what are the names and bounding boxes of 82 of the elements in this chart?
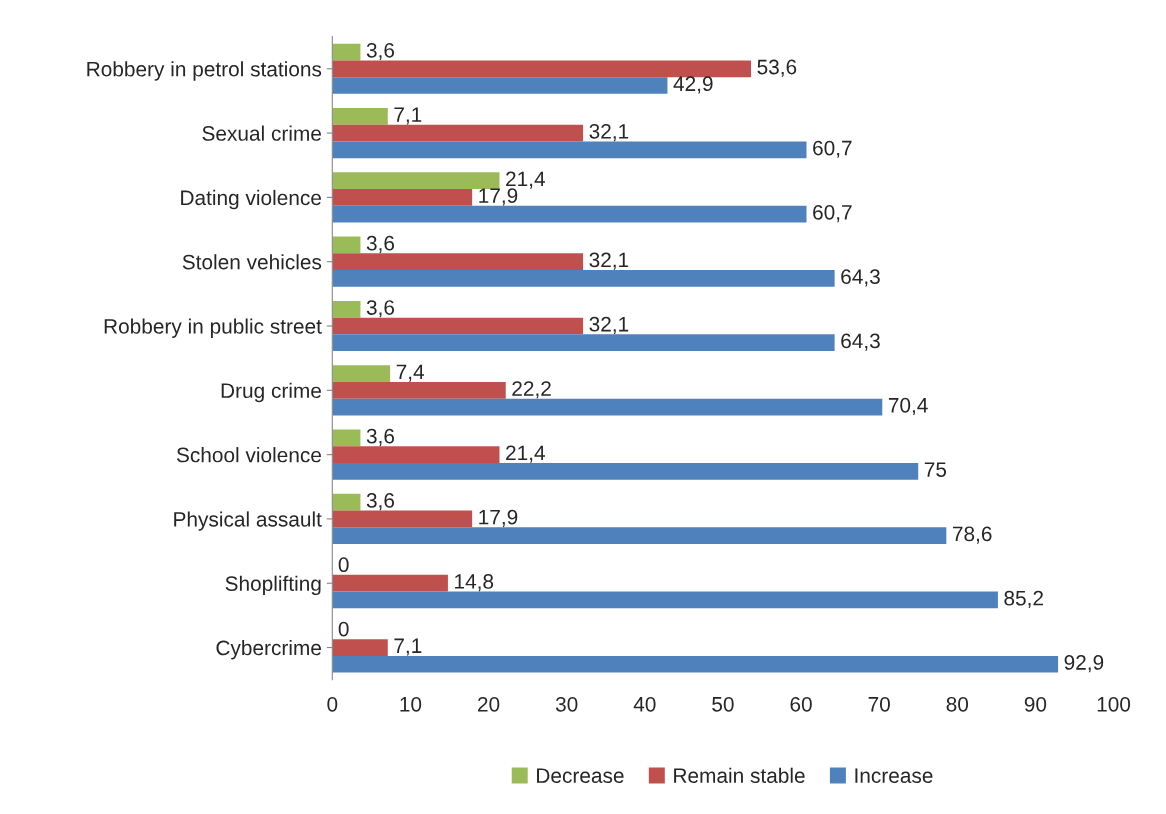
bar <box>332 462 919 480</box>
y-tick-label: Stolen vehicles <box>182 254 322 270</box>
data-label: 7,1 <box>394 107 422 125</box>
x-tick-label: 50 <box>712 696 734 712</box>
data-label: 22,2 <box>512 381 551 399</box>
bar <box>332 591 998 609</box>
data-label: 42,9 <box>673 76 713 94</box>
data-label: 3,6 <box>366 42 395 61</box>
bar <box>332 205 807 223</box>
x-tick-label: 20 <box>478 696 500 712</box>
data-label: 21,4 <box>506 445 545 463</box>
data-label: 60,7 <box>813 140 852 158</box>
data-label: 60,7 <box>813 204 852 223</box>
x-tick-label: 40 <box>633 696 656 712</box>
data-label: 70,4 <box>888 397 928 416</box>
bar <box>332 236 361 254</box>
bar <box>332 317 584 335</box>
data-label: 3,6 <box>366 300 395 318</box>
data-label: 32,1 <box>589 123 629 142</box>
data-label: 32,1 <box>589 252 629 270</box>
bar <box>332 527 947 544</box>
data-label: 0 <box>338 621 349 637</box>
data-label: 21,4 <box>506 171 545 189</box>
bar <box>332 124 584 142</box>
data-label: 7,4 <box>396 364 425 382</box>
legend-label: Remain stable <box>674 767 805 783</box>
bar <box>332 189 473 206</box>
bar <box>332 381 506 399</box>
data-label: 7,1 <box>394 638 422 656</box>
bar <box>332 493 361 511</box>
data-label: 3,6 <box>366 235 395 254</box>
data-label: 53,6 <box>757 59 797 77</box>
bar <box>332 429 361 447</box>
bar <box>332 300 361 318</box>
y-tick-label: Physical assault <box>174 511 322 531</box>
data-label: 85,2 <box>1004 590 1043 608</box>
y-tick-label: Drug crime <box>221 382 321 403</box>
y-tick-label: School violence <box>176 447 321 463</box>
data-label: 3,6 <box>366 428 395 446</box>
bar <box>332 446 500 463</box>
data-label: 32,1 <box>589 316 629 335</box>
y-tick-label: Cybercrime <box>216 639 321 660</box>
y-tick-label: Robbery in petrol stations <box>87 61 322 81</box>
data-label: 17,9 <box>479 188 518 206</box>
x-tick-label: 30 <box>555 696 578 712</box>
y-tick-label: Sexual crime <box>202 125 321 141</box>
data-label: 78,6 <box>952 526 992 544</box>
bar <box>332 510 473 528</box>
bar <box>332 253 584 271</box>
legend-label: Increase <box>855 768 933 783</box>
y-tick-label: Robbery in public street <box>104 318 322 338</box>
data-label: 0 <box>338 557 349 573</box>
data-label: 14,8 <box>455 574 494 592</box>
bar <box>332 43 361 61</box>
bar <box>332 172 500 190</box>
x-tick-label: 80 <box>946 696 969 712</box>
x-tick-label: 10 <box>400 696 422 712</box>
bar <box>332 655 1059 673</box>
bar <box>332 60 752 78</box>
bar <box>332 365 391 382</box>
bar <box>332 574 448 592</box>
bar <box>332 270 835 287</box>
bar <box>332 108 388 125</box>
data-label: 75 <box>924 462 947 477</box>
data-label: 64,3 <box>841 333 880 351</box>
bar <box>332 334 835 352</box>
x-tick-label: 0 <box>327 696 338 712</box>
x-tick-label: 60 <box>790 696 812 712</box>
bar <box>332 398 883 416</box>
y-tick-label: Shoplifting <box>225 575 321 596</box>
x-tick-label: 90 <box>1024 696 1047 712</box>
x-tick-label: 100 <box>1097 696 1131 712</box>
x-tick-label: 70 <box>868 696 890 712</box>
y-tick-label: Dating violence <box>181 189 321 210</box>
bar <box>332 141 807 159</box>
data-label: 64,3 <box>841 269 880 287</box>
bar <box>332 639 388 656</box>
data-label: 3,6 <box>366 493 395 511</box>
legend-label: Decrease <box>537 768 624 783</box>
data-label: 92,9 <box>1064 655 1104 673</box>
data-label: 17,9 <box>479 509 518 527</box>
bar <box>332 77 668 94</box>
